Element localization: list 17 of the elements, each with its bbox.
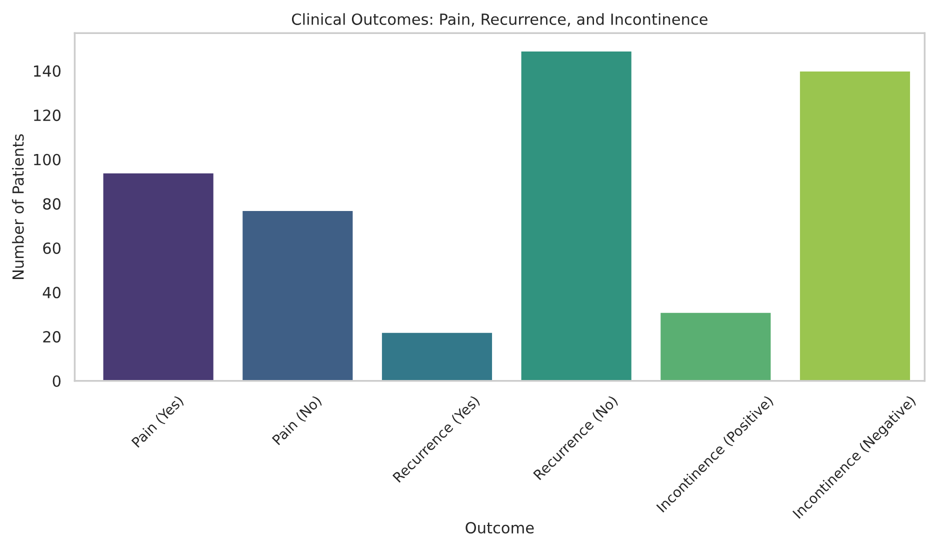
y-tick-label: 140 (34, 65, 61, 77)
chart-title: Clinical Outcomes: Pain, Recurrence, and Incontinence (292, 13, 708, 27)
bar (102, 172, 215, 381)
bar (241, 210, 354, 381)
y-tick-label: 60 (43, 242, 61, 254)
y-tick-label: 100 (34, 154, 61, 166)
y-tick-label: 20 (43, 331, 61, 343)
y-tick-label: 40 (42, 286, 61, 298)
bar (520, 50, 633, 381)
y-tick-label: 80 (43, 198, 61, 210)
bar (798, 70, 912, 381)
bar (659, 312, 772, 381)
y-axis-title: Number of Patients (12, 134, 24, 279)
bar (380, 331, 494, 381)
x-axis-title: Outcome (466, 522, 534, 534)
y-tick-label: 120 (34, 110, 61, 122)
y-tick-label: 0 (52, 375, 61, 387)
